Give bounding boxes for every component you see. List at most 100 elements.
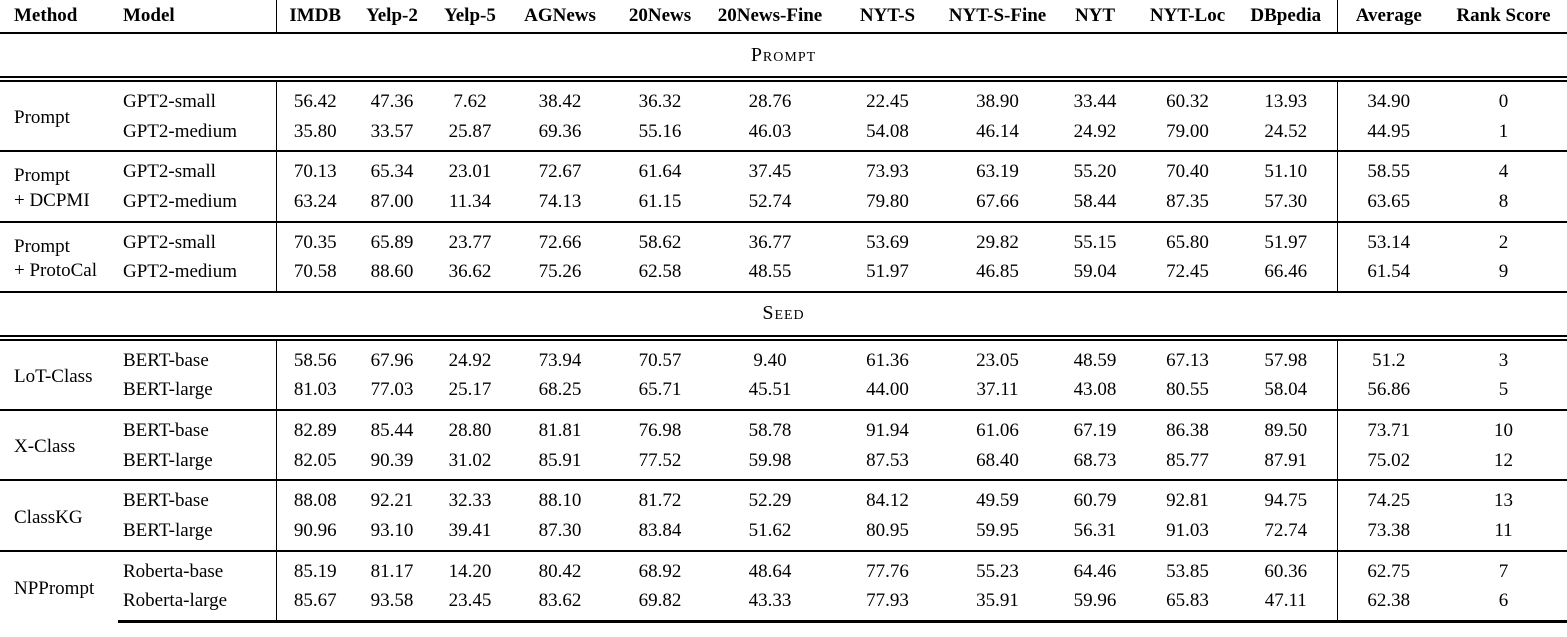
average-cell: 51.2 xyxy=(1336,336,1440,376)
score-cell-20news: 62.58 xyxy=(638,261,682,283)
score-cell-nyt-s: 80.95 xyxy=(866,520,909,542)
table-row: LoT-Class BERT-base 58.56 67.96 24.92 73.94 70… xyxy=(0,336,1567,411)
average-cell: 56.86 xyxy=(1336,375,1440,411)
score-cell-nyt-loc: 70.40 xyxy=(1140,150,1235,187)
section-header: Seed xyxy=(0,290,1567,341)
model-cell: BERT-large xyxy=(123,449,213,471)
score-cell-imdb: 63.24 xyxy=(275,186,354,222)
rank-score-cell: 9 xyxy=(1498,261,1509,283)
score-cell-nyt: 64.46 xyxy=(1050,549,1140,587)
model-cell: BERT-large xyxy=(123,379,213,401)
score-cell-nyt-s-fine: 29.82 xyxy=(945,220,1050,258)
score-cell-yelp-2: 65.34 xyxy=(354,150,430,187)
score-cell-nyt: 59.96 xyxy=(1050,586,1140,623)
score-cell-dbpedia: 51.10 xyxy=(1235,150,1337,187)
column-header-20news: 20News xyxy=(610,0,710,34)
score-cell-20news: 83.84 xyxy=(638,520,682,542)
average-cell: 63.65 xyxy=(1336,186,1440,222)
score-cell-20news-fine: 36.77 xyxy=(710,220,830,258)
rank-score-cell: 0 xyxy=(1440,78,1567,117)
score-cell-nyt-s-fine: 37.11 xyxy=(976,379,1019,401)
score-cell-nyt: 58.44 xyxy=(1073,190,1117,212)
score-cell-agnews: 69.36 xyxy=(538,120,582,142)
score-cell-nyt-s-fine: 68.40 xyxy=(976,449,1019,471)
average-cell: 62.38 xyxy=(1336,586,1440,623)
score-cell-agnews: 72.67 xyxy=(510,150,610,187)
score-cell-agnews: 88.10 xyxy=(510,479,610,517)
results-table: Method Model IMDB Yelp-2 Yelp-5 AGNews 20News 2… xyxy=(0,0,1567,623)
score-cell-nyt: 24.92 xyxy=(1073,120,1117,142)
score-cell-dbpedia: 24.52 xyxy=(1264,120,1308,142)
table-row: Prompt + ProtoCal GPT2-small 70.35 65.89 23.7… xyxy=(0,220,1567,292)
rank-score-cell: 1 xyxy=(1498,120,1509,142)
score-cell-yelp-2: 65.89 xyxy=(354,220,430,258)
method-label-line: ClassKG xyxy=(14,506,83,528)
score-cell-nyt: 60.79 xyxy=(1050,479,1140,517)
score-cell-20news-fine: 48.64 xyxy=(710,549,830,587)
score-cell-nyt-loc: 79.00 xyxy=(1166,120,1209,142)
score-cell-nyt-loc: 85.77 xyxy=(1166,449,1209,471)
score-cell-dbpedia: 66.46 xyxy=(1264,261,1308,283)
column-header-average: Average xyxy=(1336,0,1440,34)
section-header: Prompt xyxy=(0,32,1567,82)
method-label-line: X-Class xyxy=(14,436,76,458)
score-cell-yelp-5: 36.62 xyxy=(448,261,492,283)
score-cell-yelp-5: 23.45 xyxy=(430,586,510,623)
score-cell-imdb: 90.96 xyxy=(275,516,354,551)
method-cell: Prompt xyxy=(0,77,118,152)
model-cell: BERT-base xyxy=(118,409,276,446)
score-cell-20news: 36.32 xyxy=(610,78,710,117)
score-cell-agnews: 75.26 xyxy=(538,261,582,283)
column-header-20news-fine: 20News-Fine xyxy=(710,0,830,34)
score-cell-agnews: 83.62 xyxy=(510,586,610,623)
score-cell-yelp-2: 77.03 xyxy=(370,379,414,401)
rank-score-cell: 4 xyxy=(1440,150,1567,187)
score-cell-agnews: 81.81 xyxy=(510,409,610,446)
score-cell-agnews: 80.42 xyxy=(510,549,610,587)
score-cell-yelp-5: 23.01 xyxy=(430,150,510,187)
column-header-nyt-s: NYT-S xyxy=(830,0,945,34)
score-cell-nyt: 68.73 xyxy=(1073,449,1117,471)
score-cell-nyt: 56.31 xyxy=(1073,520,1117,542)
table-row: GPT2-medium 35.80 33.57 25.87 69.36 55.16 46.0… xyxy=(0,116,1567,152)
score-cell-agnews: 73.94 xyxy=(510,336,610,376)
score-cell-20news: 58.62 xyxy=(610,220,710,258)
average-cell: 34.90 xyxy=(1336,78,1440,117)
score-cell-imdb: 82.05 xyxy=(275,445,354,481)
score-cell-imdb: 56.42 xyxy=(275,78,354,117)
score-cell-dbpedia: 94.75 xyxy=(1235,479,1337,517)
method-label-line: NPPrompt xyxy=(14,577,95,599)
score-cell-nyt-loc: 60.32 xyxy=(1140,78,1235,117)
score-cell-yelp-2: 90.39 xyxy=(370,449,414,471)
score-cell-20news-fine: 52.74 xyxy=(748,190,792,212)
score-cell-nyt-s-fine: 59.95 xyxy=(976,520,1019,542)
method-label-line: LoT-Class xyxy=(14,366,93,388)
average-cell: 61.54 xyxy=(1336,257,1440,292)
score-cell-imdb: 70.58 xyxy=(275,257,354,292)
score-cell-dbpedia: 57.98 xyxy=(1235,336,1337,376)
score-cell-nyt: 48.59 xyxy=(1050,336,1140,376)
column-header-dbpedia: DBpedia xyxy=(1235,0,1337,34)
section-row-prompt: Prompt xyxy=(0,32,1567,82)
rank-score-cell: 5 xyxy=(1498,379,1509,401)
rank-score-cell: 3 xyxy=(1440,336,1567,376)
average-cell: 62.75 xyxy=(1336,549,1440,587)
score-cell-20news: 61.64 xyxy=(610,150,710,187)
score-cell-20news-fine: 43.33 xyxy=(710,586,830,623)
score-cell-nyt-s-fine: 61.06 xyxy=(945,409,1050,446)
model-cell: GPT2-small xyxy=(118,220,276,258)
method-cell: Prompt + DCPMI xyxy=(0,150,118,222)
method-label-line: Prompt xyxy=(14,235,70,257)
score-cell-yelp-2: 33.57 xyxy=(370,120,414,142)
score-cell-yelp-5: 28.80 xyxy=(430,409,510,446)
score-cell-nyt: 55.15 xyxy=(1050,220,1140,258)
score-cell-20news-fine: 58.78 xyxy=(710,409,830,446)
score-cell-20news: 81.72 xyxy=(610,479,710,517)
score-cell-nyt-loc: 72.45 xyxy=(1166,261,1209,283)
score-cell-nyt-s: 87.53 xyxy=(866,449,909,471)
method-label-line: + ProtoCal xyxy=(14,260,98,282)
column-header-imdb: IMDB xyxy=(275,0,354,34)
paper-results-table-page: Method Model IMDB Yelp-2 Yelp-5 AGNews 20News 2… xyxy=(0,0,1567,623)
score-cell-nyt-loc: 53.85 xyxy=(1140,549,1235,587)
method-cell: LoT-Class xyxy=(0,336,118,411)
